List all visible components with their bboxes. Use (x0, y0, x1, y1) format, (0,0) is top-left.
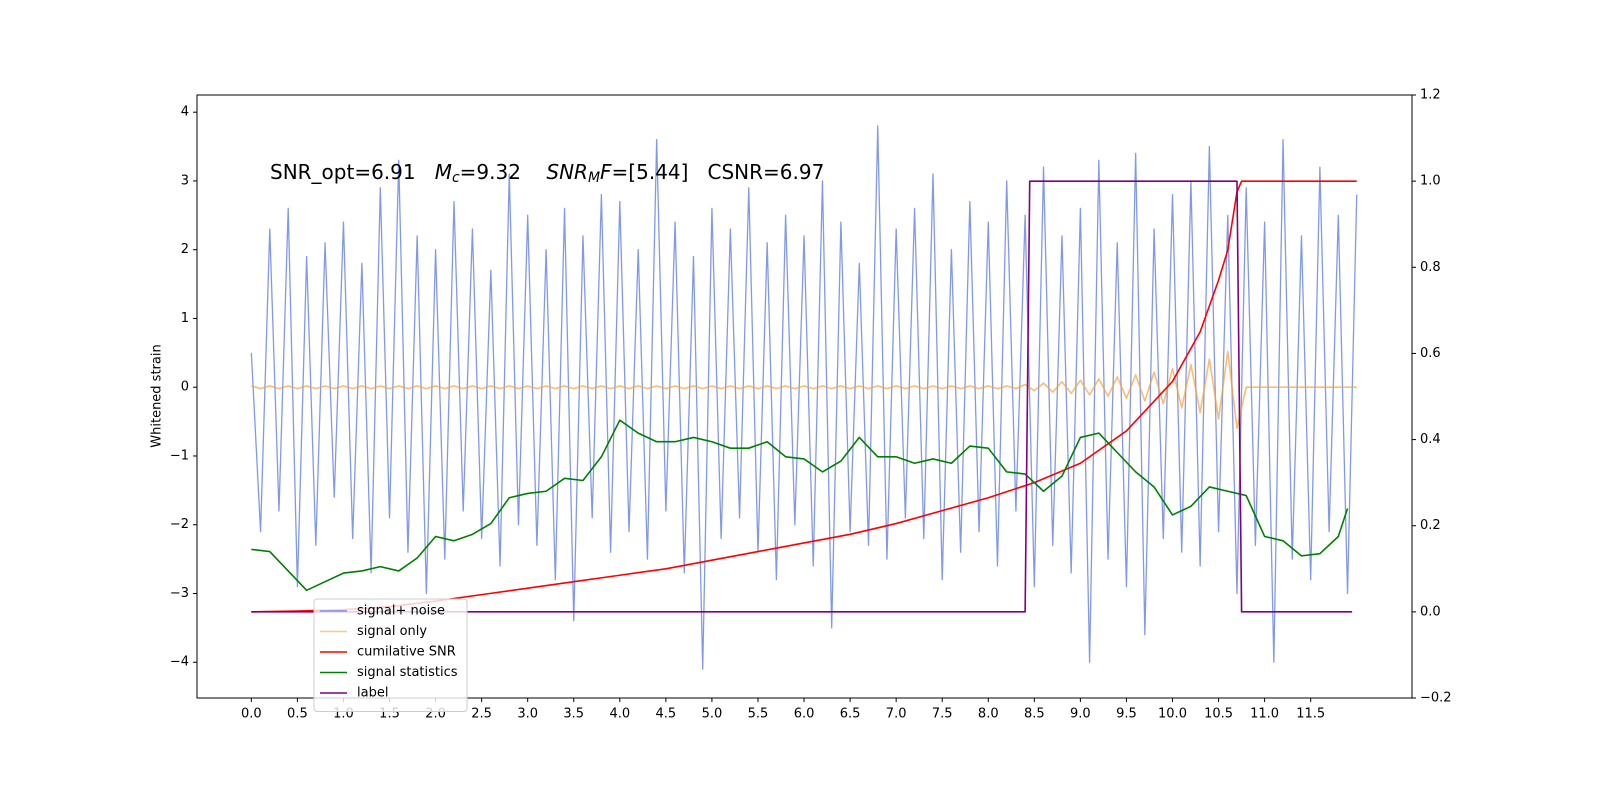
y2-tick-label: 0.0 (1420, 604, 1441, 619)
annotation: SNR_opt=6.91 Mc=9.32 SNRMF=[5.44] CSNR=6… (270, 160, 824, 187)
legend-label: cumilative SNR (357, 645, 456, 660)
y-axis-label: Whitened strain (150, 344, 165, 447)
y2-tick-label: 0.8 (1420, 260, 1441, 275)
annotation-part: F (600, 160, 612, 184)
series-line (251, 350, 1357, 430)
y-tick-label: −1 (170, 448, 189, 463)
x-tick-label: 11.0 (1250, 707, 1279, 722)
x-tick-label: 6.0 (794, 707, 815, 722)
y-tick-label: 0 (181, 380, 189, 395)
y2-tick-label: 0.4 (1420, 432, 1441, 447)
x-tick-label: 10.0 (1158, 707, 1187, 722)
y-tick-label: 4 (181, 105, 189, 120)
y-tick-label: −3 (170, 586, 189, 601)
x-tick-label: 10.5 (1204, 707, 1233, 722)
y2-tick-label: 1.0 (1420, 174, 1441, 189)
x-tick-label: 9.5 (1116, 707, 1137, 722)
x-tick-label: 6.5 (840, 707, 861, 722)
annotation-part: c (452, 170, 460, 186)
x-tick-label: 3.0 (517, 707, 538, 722)
series-line (251, 180, 1353, 613)
x-tick-label: 4.5 (656, 707, 677, 722)
y-tick-label: 2 (181, 242, 189, 257)
legend-label: signal only (357, 624, 427, 639)
x-tick-label: 8.0 (978, 707, 999, 722)
annotation-part: SNR_opt=6.91 (270, 160, 435, 184)
x-tick-label: 11.5 (1296, 707, 1325, 722)
y-tick-label: 1 (181, 311, 189, 326)
x-tick-label: 5.0 (702, 707, 723, 722)
x-tick-label: 0.5 (287, 707, 308, 722)
y2-tick-label: 1.2 (1420, 88, 1441, 103)
y-tick-label: −4 (170, 655, 189, 670)
x-tick-label: 2.5 (471, 707, 492, 722)
y-tick-label: 3 (181, 173, 189, 188)
legend-label: label (357, 686, 388, 701)
legend-box (313, 598, 468, 712)
legend-label: signal statistics (357, 665, 458, 680)
x-tick-label: 7.0 (886, 707, 907, 722)
y2-tick-label: −0.2 (1420, 691, 1452, 706)
series-line (250, 125, 1358, 670)
x-tick-label: 7.5 (932, 707, 953, 722)
annotation-part: M (435, 160, 452, 184)
x-tick-label: 5.5 (748, 707, 769, 722)
annotation-part: =9.32 (460, 160, 547, 184)
annotation-part: SNR (546, 160, 588, 184)
annotation-part: =[5.44] CSNR=6.97 (612, 160, 825, 184)
x-tick-label: 0.0 (241, 707, 262, 722)
x-tick-label: 8.5 (1024, 707, 1045, 722)
y2-tick-label: 0.2 (1420, 518, 1441, 533)
x-tick-label: 3.5 (563, 707, 584, 722)
series-line (251, 419, 1349, 592)
x-tick-label: 4.0 (609, 707, 630, 722)
y2-tick-label: 0.6 (1420, 346, 1441, 361)
legend-label: signal+ noise (357, 604, 445, 619)
x-tick-label: 9.0 (1070, 707, 1091, 722)
y-tick-label: −2 (170, 517, 189, 532)
annotation-part: M (588, 170, 600, 186)
